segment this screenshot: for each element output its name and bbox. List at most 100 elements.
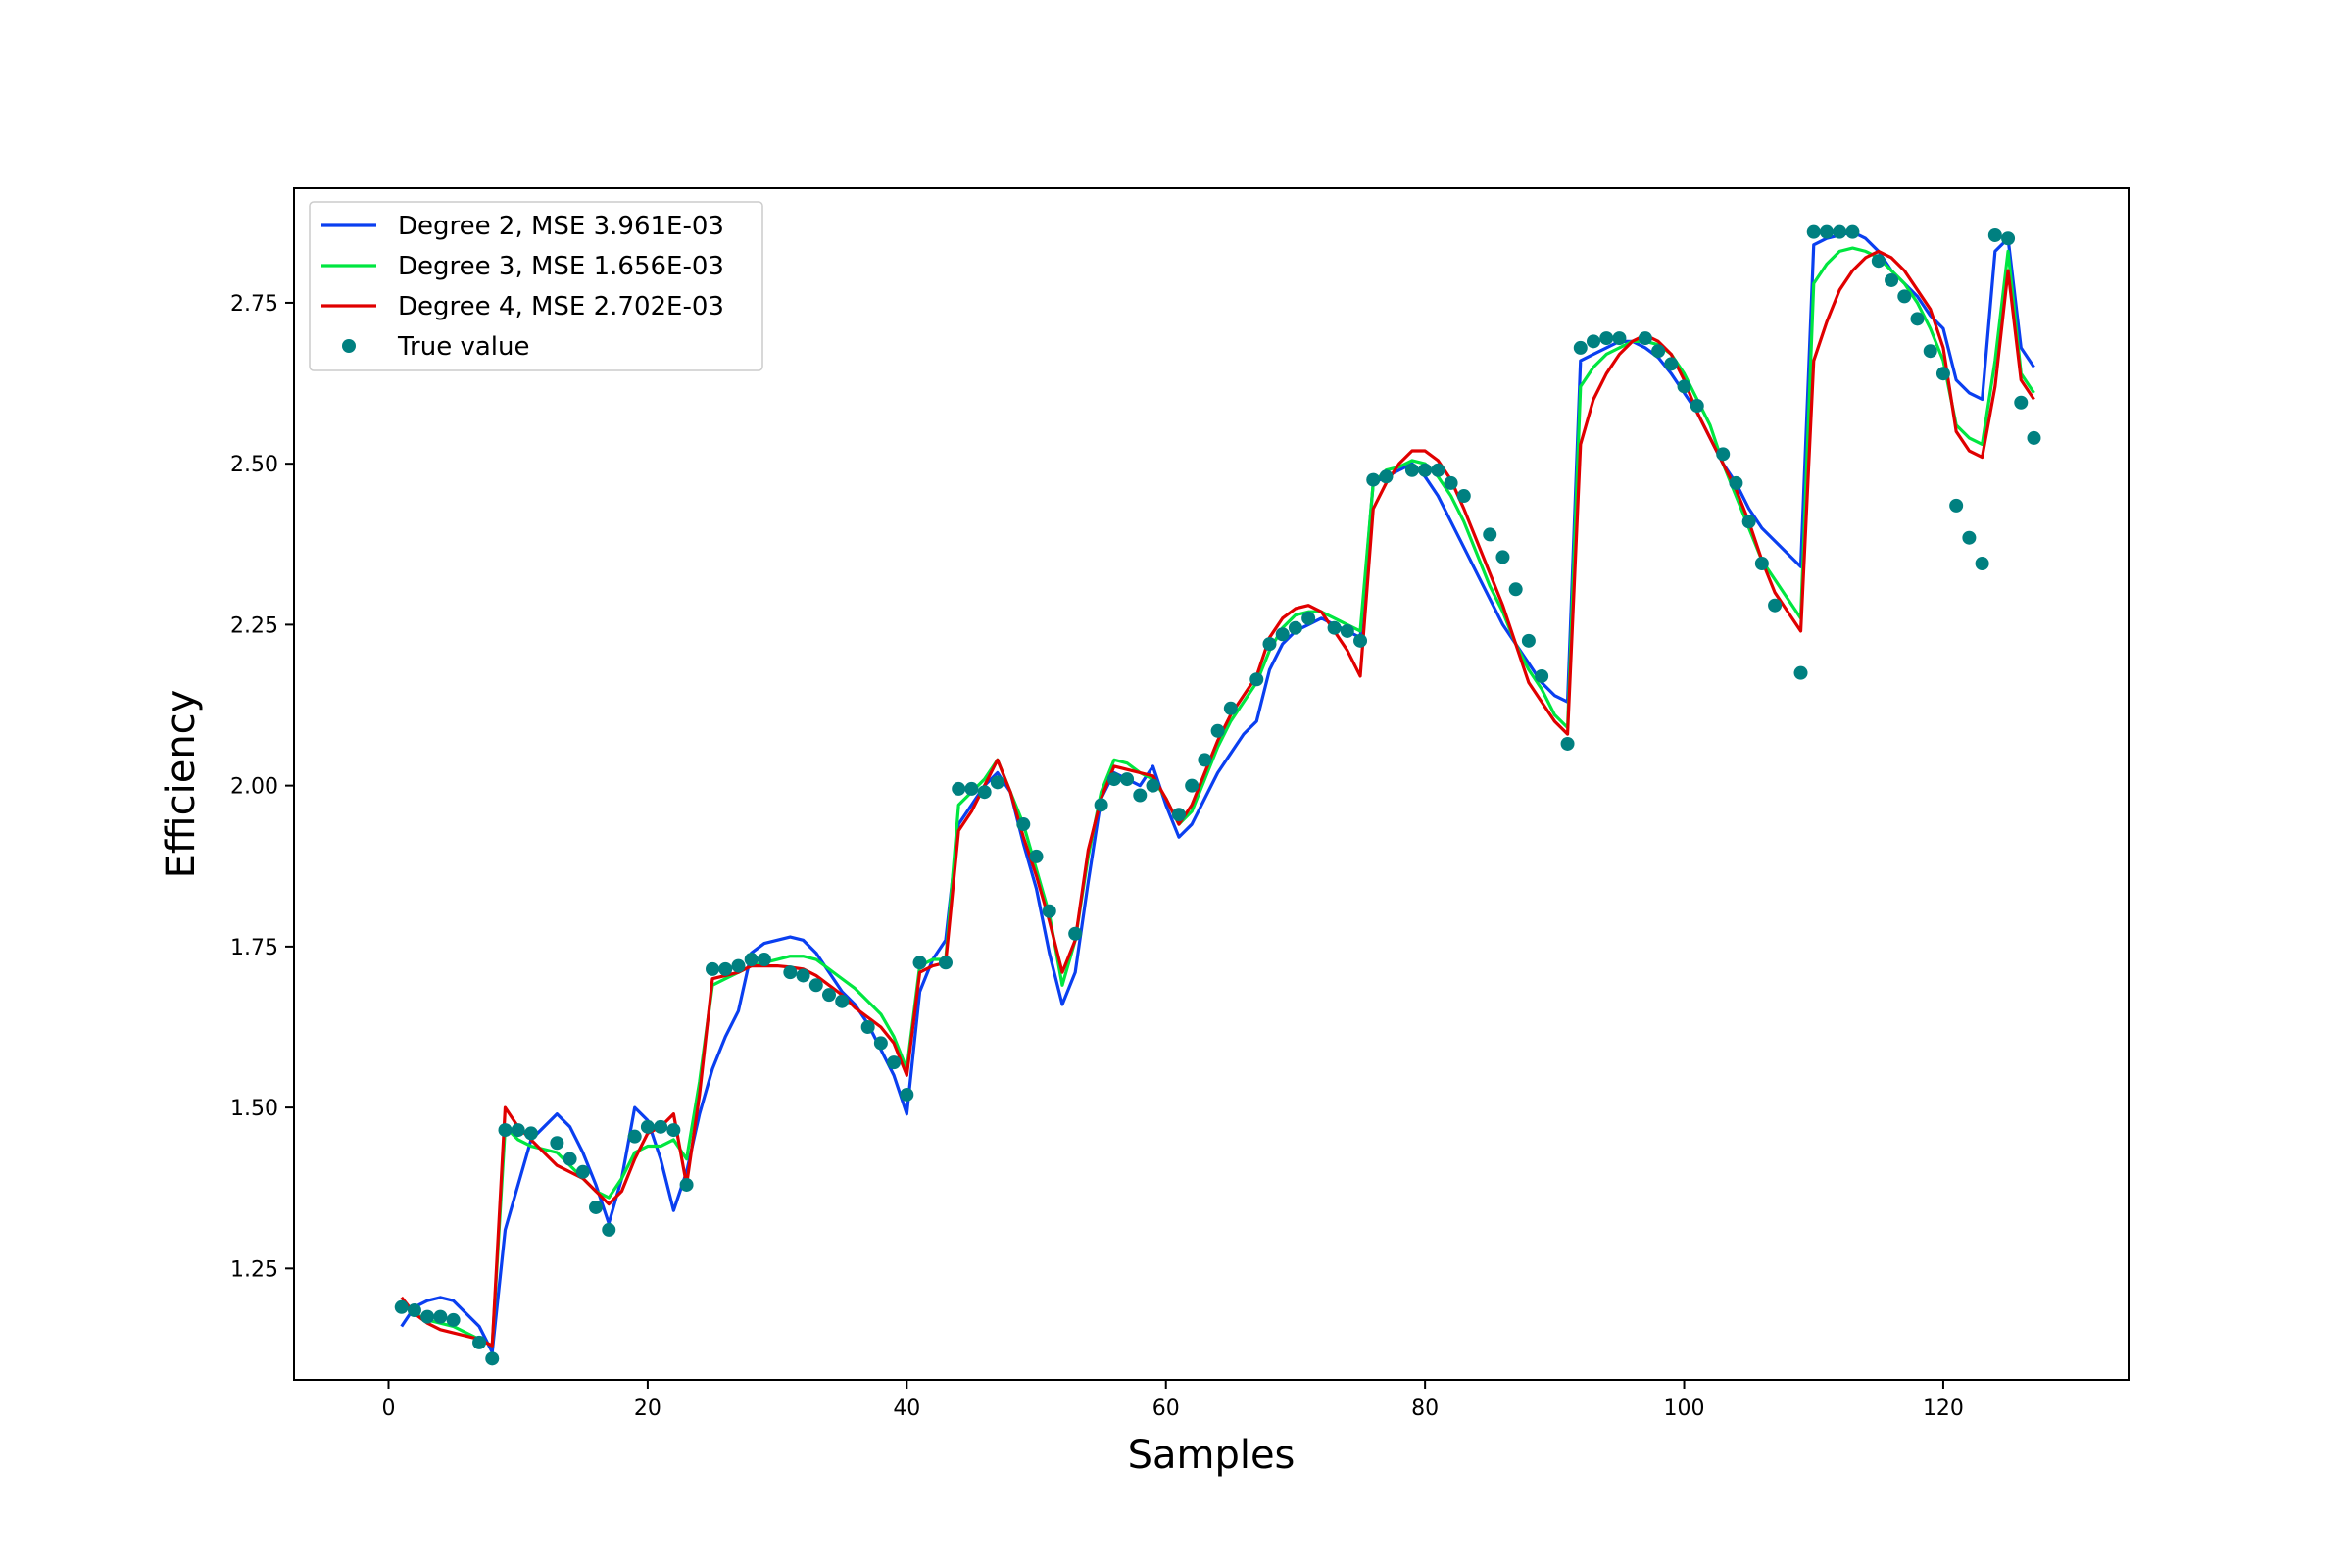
true-value-point xyxy=(446,1312,461,1327)
true-value-point xyxy=(952,781,966,796)
true-value-point xyxy=(1885,272,1899,287)
true-value-point xyxy=(1288,620,1302,635)
true-value-point xyxy=(1910,312,1925,326)
true-value-point xyxy=(1793,665,1808,680)
true-value-point xyxy=(912,956,927,970)
true-value-point xyxy=(1845,224,1860,239)
true-value-point xyxy=(1768,598,1783,612)
true-value-point xyxy=(1171,808,1186,822)
true-value-point xyxy=(1573,340,1588,355)
x-tick-label: 60 xyxy=(1152,1396,1180,1421)
true-value-point xyxy=(1301,611,1316,625)
true-value-point xyxy=(602,1222,616,1237)
true-value-point xyxy=(1418,463,1433,477)
true-value-point xyxy=(550,1136,564,1151)
true-value-point xyxy=(1560,736,1575,751)
true-value-point xyxy=(1366,472,1381,487)
true-value-point xyxy=(1638,331,1652,346)
y-tick-label: 2.75 xyxy=(230,292,278,317)
plot-frame xyxy=(293,187,2130,1381)
true-value-point xyxy=(1987,227,2002,242)
true-value-point xyxy=(666,1123,681,1138)
true-value-point xyxy=(1262,637,1277,652)
true-value-point xyxy=(1949,498,1964,513)
legend-label: Degree 4, MSE 2.702E-03 xyxy=(398,292,724,321)
true-value-point xyxy=(1275,627,1290,642)
true-value-point xyxy=(1133,788,1148,803)
true-value-point xyxy=(1404,463,1419,477)
x-tick-label: 100 xyxy=(1664,1396,1705,1421)
y-axis: 1.25 1.50 1.75 2.00 2.25 2.50 2.75 xyxy=(230,292,294,1282)
legend-label: True value xyxy=(397,332,530,362)
true-value-point xyxy=(900,1087,914,1102)
true-value-point xyxy=(420,1309,435,1324)
true-value-point xyxy=(1042,904,1056,918)
true-value-point xyxy=(1651,344,1666,359)
true-value-point xyxy=(640,1119,655,1134)
x-tick-label: 80 xyxy=(1411,1396,1439,1421)
x-tick-label: 40 xyxy=(893,1396,920,1421)
true-value-point xyxy=(1871,254,1886,269)
true-value-point xyxy=(757,953,771,967)
x-tick-label: 20 xyxy=(634,1396,662,1421)
true-value-point xyxy=(2014,395,2029,410)
true-value-point xyxy=(433,1309,448,1324)
true-value-point xyxy=(1106,772,1121,787)
true-value-point xyxy=(938,956,953,970)
true-value-point xyxy=(1016,817,1031,832)
true-value-point xyxy=(796,968,810,983)
true-value-point xyxy=(887,1055,902,1070)
true-value-point xyxy=(1431,463,1446,477)
true-value-point xyxy=(1495,550,1510,564)
true-value-point xyxy=(1754,556,1769,570)
x-axis-title: Samples xyxy=(1128,1433,1296,1478)
y-tick-label: 1.50 xyxy=(230,1097,278,1121)
legend-label: Degree 2, MSE 3.961E-03 xyxy=(398,212,724,241)
true-value-point xyxy=(1535,668,1549,683)
true-value-point xyxy=(1094,798,1108,812)
true-value-point xyxy=(731,958,746,973)
true-value-point xyxy=(1029,849,1044,863)
true-value-point xyxy=(1340,623,1354,638)
true-value-point xyxy=(1327,620,1342,635)
true-value-point xyxy=(1897,289,1912,304)
true-value-point xyxy=(873,1036,888,1051)
true-value-point xyxy=(394,1299,409,1314)
true-value-point xyxy=(1819,224,1834,239)
true-value-point xyxy=(1962,530,1977,545)
true-value-point xyxy=(575,1164,590,1179)
true-value-point xyxy=(1146,778,1160,793)
true-value-point xyxy=(860,1019,875,1034)
y-axis-title: Efficiency xyxy=(159,690,204,879)
true-value-point xyxy=(744,953,759,967)
true-value-point xyxy=(1806,224,1821,239)
true-value-point xyxy=(563,1152,577,1166)
legend-swatch xyxy=(342,339,356,353)
true-value-point xyxy=(1587,334,1600,349)
true-value-point xyxy=(1599,331,1614,346)
true-value-point xyxy=(1936,367,1950,381)
true-value-point xyxy=(1833,224,1847,239)
true-value-point xyxy=(1677,379,1691,394)
true-value-point xyxy=(1353,633,1368,648)
series-layer xyxy=(394,224,2041,1366)
true-value-point xyxy=(407,1303,421,1318)
legend-label: Degree 3, MSE 1.656E-03 xyxy=(398,252,724,281)
legend: Degree 2, MSE 3.961E-03 Degree 3, MSE 1.6… xyxy=(309,201,763,371)
true-value-point xyxy=(808,978,823,993)
true-value-point xyxy=(835,994,850,1008)
true-value-point xyxy=(1729,475,1743,490)
true-value-point xyxy=(2027,430,2041,445)
true-value-point xyxy=(822,988,836,1003)
true-value-point xyxy=(589,1200,604,1214)
true-value-point xyxy=(2001,231,2016,246)
true-value-point xyxy=(977,785,992,800)
true-value-point xyxy=(964,781,979,796)
true-value-point xyxy=(498,1123,513,1138)
y-tick-label: 2.25 xyxy=(230,613,278,638)
true-value-point xyxy=(1975,556,1989,570)
true-value-point xyxy=(1612,331,1627,346)
true-value-point xyxy=(1223,701,1238,715)
true-value-point xyxy=(1741,514,1756,529)
